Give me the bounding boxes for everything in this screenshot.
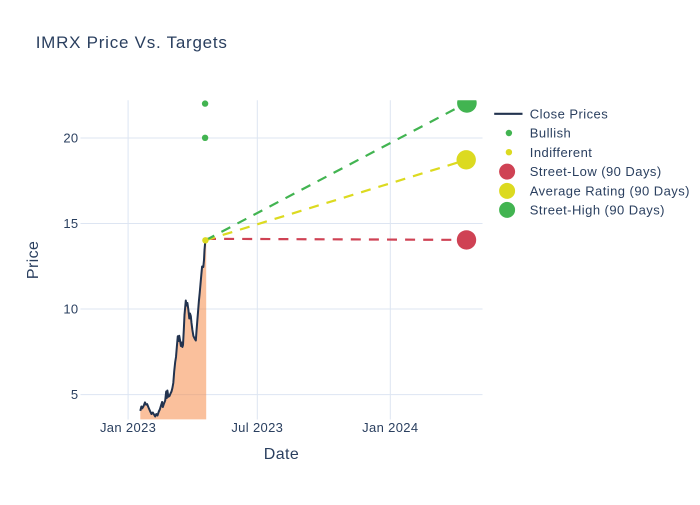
svg-text:Close Prices: Close Prices <box>530 106 608 121</box>
svg-text:Street-Low (90 Days): Street-Low (90 Days) <box>530 164 662 179</box>
svg-text:5: 5 <box>71 387 79 402</box>
svg-text:Average Rating (90 Days): Average Rating (90 Days) <box>530 184 690 199</box>
svg-text:Street-High (90 Days): Street-High (90 Days) <box>530 203 665 218</box>
svg-text:Jan 2024: Jan 2024 <box>362 420 418 435</box>
svg-text:20: 20 <box>63 131 78 146</box>
svg-text:Bullish: Bullish <box>530 126 571 141</box>
svg-text:IMRX Price Vs. Targets: IMRX Price Vs. Targets <box>36 33 228 52</box>
svg-text:Indifferent: Indifferent <box>530 145 593 160</box>
svg-text:Jan 2023: Jan 2023 <box>100 420 156 435</box>
svg-text:15: 15 <box>63 216 78 231</box>
svg-text:10: 10 <box>63 302 78 317</box>
svg-text:Jul 2023: Jul 2023 <box>231 420 283 435</box>
svg-text:Date: Date <box>264 446 299 463</box>
svg-text:Price: Price <box>25 241 42 279</box>
